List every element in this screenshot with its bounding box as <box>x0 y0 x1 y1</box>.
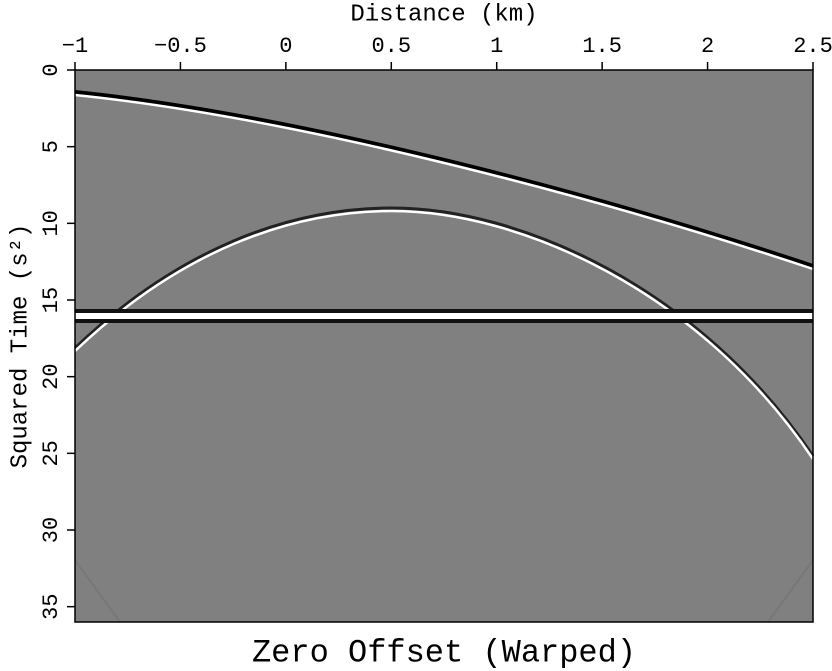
y-tick-label: 25 <box>39 440 64 466</box>
event-curve <box>74 209 815 460</box>
x-tick-label: −0.5 <box>154 34 207 59</box>
frame <box>74 69 814 623</box>
y-tick-label: 5 <box>39 140 64 153</box>
y-tick-label: 10 <box>39 210 64 236</box>
seismic-events <box>73 90 815 623</box>
x-tick-label: 0 <box>279 34 292 59</box>
x-tick-label: −1 <box>62 34 88 59</box>
x-axis-label: Distance (km) <box>350 1 537 28</box>
edge-artifact <box>74 559 814 623</box>
y-tick-label: 35 <box>39 593 64 619</box>
chart-title: Zero Offset (Warped) <box>252 634 636 671</box>
y-tick-label: 20 <box>39 363 64 389</box>
event-curve <box>74 90 814 268</box>
event-band <box>75 313 813 319</box>
y-tick-label: 30 <box>39 517 64 543</box>
plot-area <box>75 70 813 622</box>
y-axis-label: Squared Time (s²) <box>7 224 34 469</box>
y-tick-label: 15 <box>39 287 64 313</box>
event-curve <box>74 93 814 271</box>
x-tick-label: 2.5 <box>793 34 832 59</box>
event-curve <box>73 206 815 457</box>
y-tick-label: 0 <box>39 63 64 76</box>
x-tick-label: 2 <box>701 34 714 59</box>
x-tick-label: 0.5 <box>371 34 411 59</box>
x-tick-label: 1 <box>490 34 503 59</box>
x-tick-label: 1.5 <box>582 34 622 59</box>
